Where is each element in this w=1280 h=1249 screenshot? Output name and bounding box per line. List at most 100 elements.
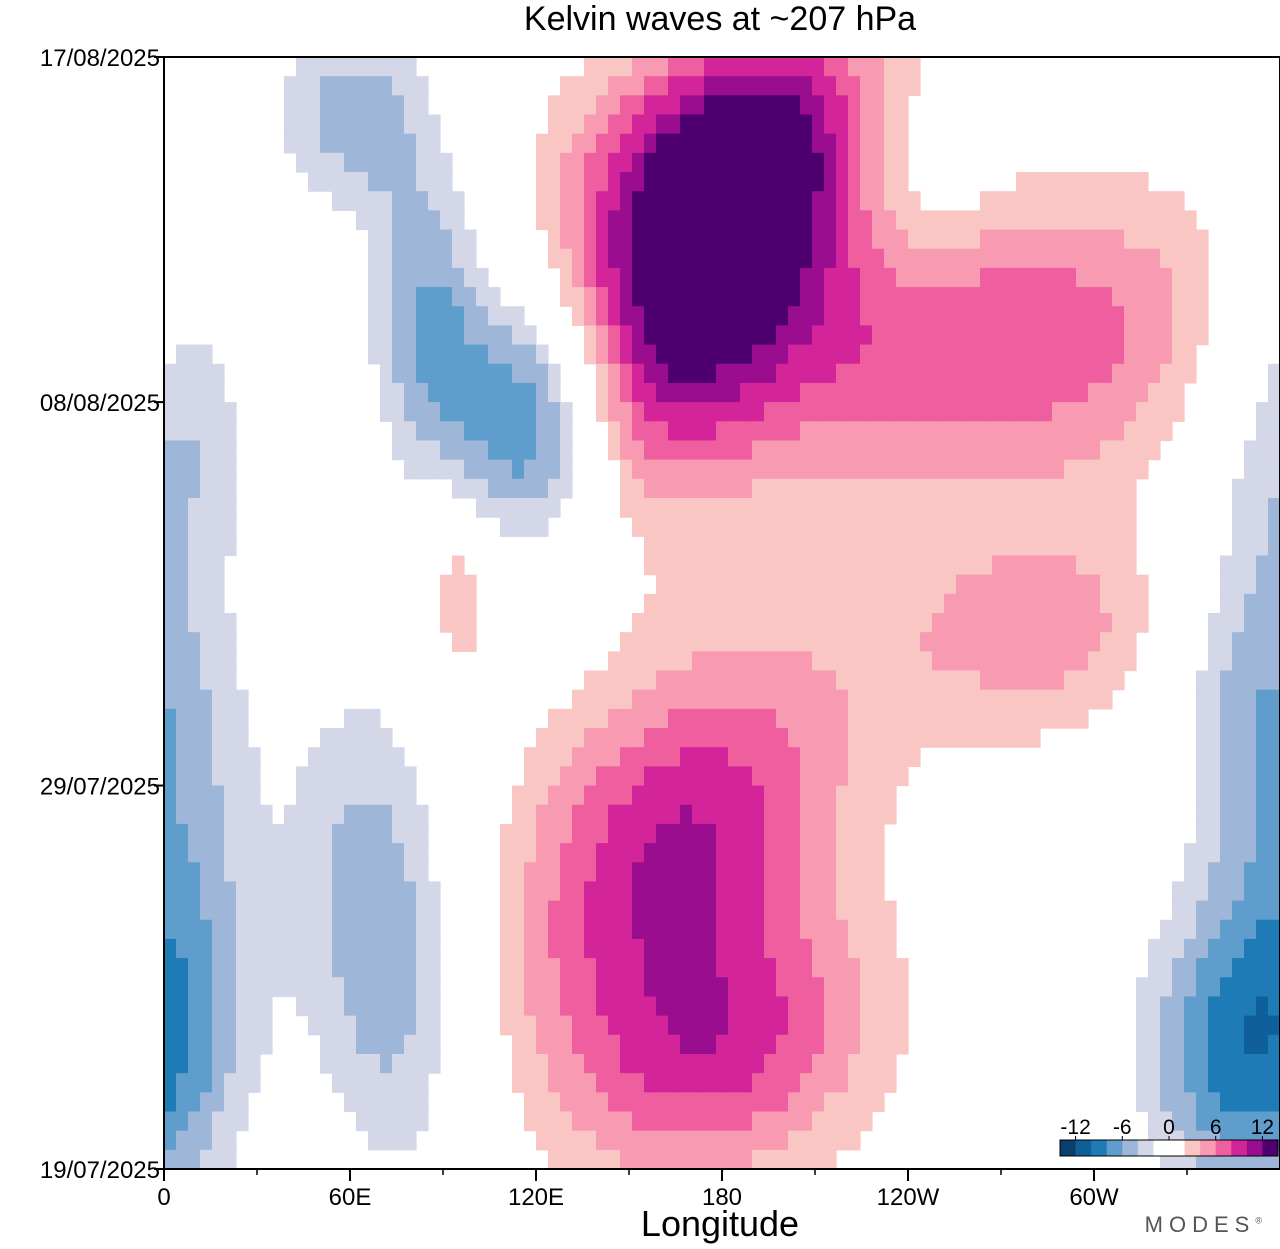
heatmap-cell [716,1073,729,1093]
heatmap-cell [1232,555,1245,576]
heatmap-cell [548,114,561,135]
heatmap-cell [788,440,801,461]
heatmap-cell [236,958,249,978]
heatmap-cell [416,133,429,154]
heatmap-cell [380,76,393,96]
heatmap-cell [704,1111,717,1132]
heatmap-cell [1004,363,1017,384]
heatmap-cell [656,1092,669,1113]
heatmap-cell [524,382,537,403]
heatmap-cell [332,785,345,806]
heatmap-cell [968,325,981,346]
heatmap-cell [476,440,489,461]
heatmap-cell [740,862,753,883]
heatmap-cell [224,977,237,998]
heatmap-cell [788,900,801,921]
heatmap-cell [1088,344,1101,365]
heatmap-cell [416,248,429,269]
heatmap-cell [356,152,369,173]
heatmap-cell [848,306,861,327]
heatmap-cell [860,574,873,595]
heatmap-cell [1052,421,1065,442]
heatmap-cell [920,536,933,557]
heatmap-cell [1100,440,1113,461]
heatmap-cell [836,766,849,787]
heatmap-cell [692,325,705,346]
heatmap-cell [164,574,177,595]
heatmap-cell [572,1149,585,1170]
heatmap-cell [536,210,549,231]
heatmap-cell [848,440,861,461]
heatmap-cell [788,728,801,748]
heatmap-cell [584,938,597,959]
heatmap-cell [200,996,213,1017]
heatmap-cell [860,325,873,346]
heatmap-cell [848,766,861,787]
heatmap-cell [1160,287,1173,307]
heatmap-cell [380,57,393,77]
heatmap-cell [944,229,957,250]
heatmap-cell [608,1034,621,1055]
heatmap-cell [356,57,369,77]
heatmap-cell [1268,881,1280,902]
heatmap-cell [368,804,381,825]
heatmap-cell [596,248,609,269]
heatmap-cell [584,95,597,116]
heatmap-cell [1028,440,1041,461]
heatmap-cell [224,804,237,825]
heatmap-cell [716,747,729,767]
heatmap-cell [716,152,729,173]
heatmap-cell [1256,708,1269,729]
heatmap-cell [1220,881,1233,902]
heatmap-cell [260,977,273,998]
heatmap-cell [848,363,861,384]
heatmap-cell [392,747,405,767]
heatmap-cell [1016,344,1029,365]
heatmap-cell [728,95,741,116]
heatmap-cell [668,95,681,116]
heatmap-cell [584,57,597,77]
heatmap-cell [896,593,909,614]
heatmap-cell [344,958,357,978]
heatmap-cell [980,248,993,269]
heatmap-cell [728,1034,741,1055]
heatmap-cell [932,287,945,307]
heatmap-cell [716,728,729,748]
heatmap-cell [1244,804,1257,825]
heatmap-cell [236,1111,249,1132]
heatmap-cell [692,670,705,691]
heatmap-cell [1004,267,1017,288]
heatmap-cell [416,1034,429,1055]
heatmap-cell [368,938,381,959]
heatmap-cell [824,977,837,998]
heatmap-cell [812,382,825,403]
heatmap-cell [392,919,405,940]
heatmap-cell [1196,689,1209,710]
heatmap-cell [884,478,897,499]
heatmap-cell [1268,651,1280,672]
heatmap-cell [380,1130,393,1151]
heatmap-cell [644,152,657,173]
heatmap-cell [1232,881,1245,902]
heatmap-cell [164,613,177,633]
heatmap-cell [692,440,705,461]
heatmap-cell [1268,555,1280,576]
heatmap-cell [224,938,237,959]
heatmap-cell [1184,1092,1197,1113]
heatmap-cell [164,536,177,557]
heatmap-cell [848,57,861,77]
heatmap-cell [356,785,369,806]
heatmap-cell [176,536,189,557]
heatmap-cell [512,958,525,978]
heatmap-cell [620,344,633,365]
heatmap-cell [1088,593,1101,614]
heatmap-cell [692,747,705,767]
heatmap-cell [320,114,333,135]
heatmap-cell [572,210,585,231]
heatmap-cell [1244,651,1257,672]
heatmap-cell [788,1130,801,1151]
heatmap-cell [740,670,753,691]
heatmap-cell [428,267,441,288]
heatmap-cell [524,823,537,844]
heatmap-cell [896,574,909,595]
